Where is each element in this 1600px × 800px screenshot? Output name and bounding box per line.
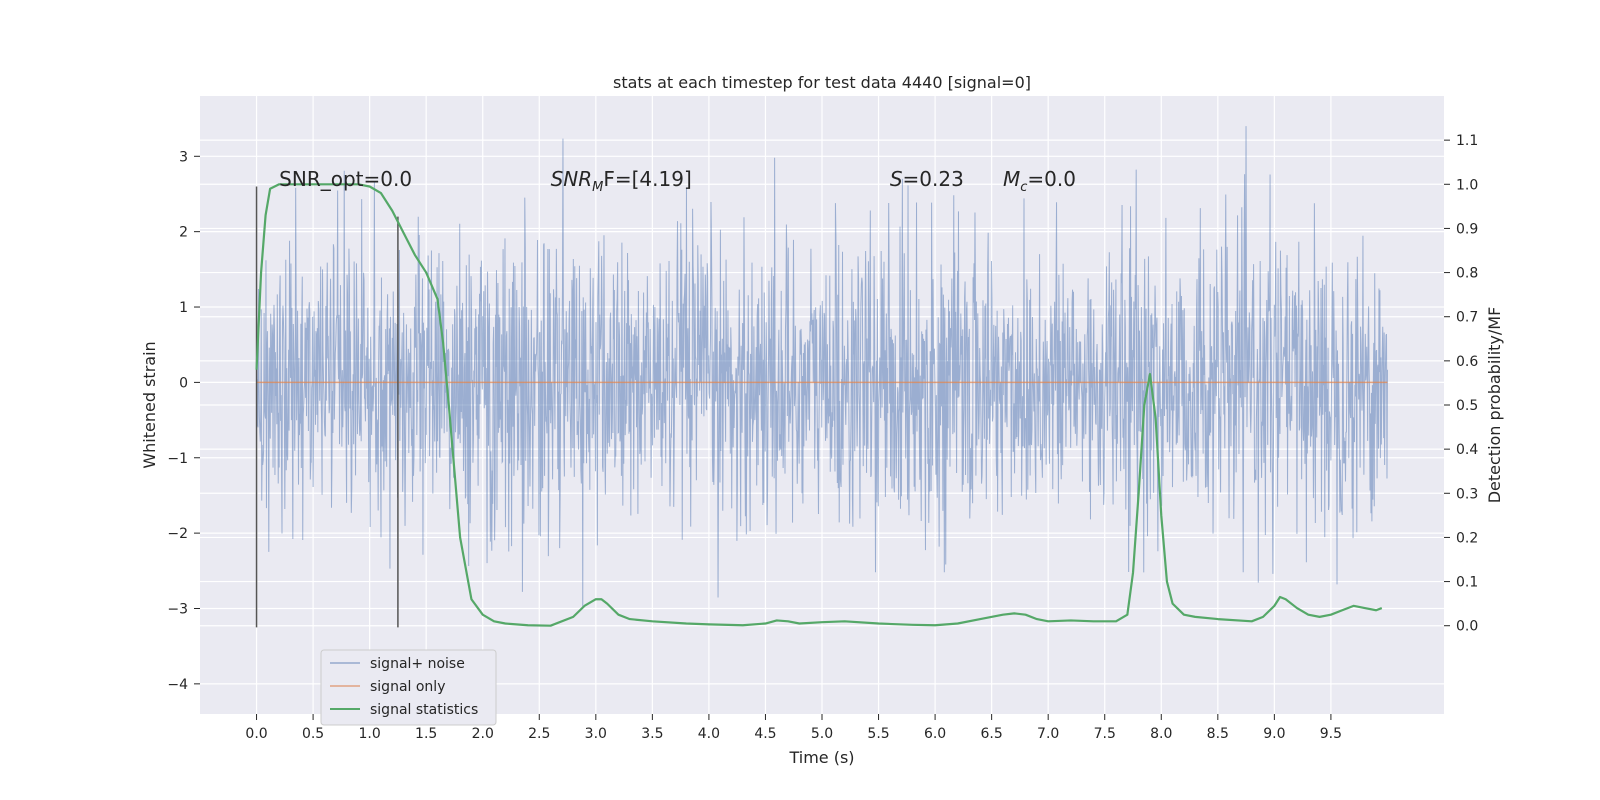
x-tick-label: 7.5 [1094,726,1116,742]
x-tick-label: 0.0 [245,726,267,742]
x-tick-label: 3.0 [585,726,607,742]
legend-label-signal-statistics: signal statistics [370,702,478,718]
annotation-text: S=0.23 [890,167,964,191]
y-right-tick-label: 0.1 [1456,575,1478,591]
x-axis-label: Time (s) [788,748,854,767]
x-tick-label: 8.5 [1207,726,1229,742]
y-right-tick-label: 0.7 [1456,310,1478,326]
vertical-markers [255,186,399,628]
x-tick-label: 2.5 [528,726,550,742]
x-tick-label: 7.0 [1037,726,1059,742]
annotation-text: Mc=0.0 [1003,167,1076,195]
x-tick-label: 4.5 [754,726,776,742]
y-tick-label: 1 [179,300,188,316]
y-tick-label: −3 [167,601,188,617]
annotation-text: SNRMF=[4.19] [551,167,692,195]
y-axis-ticks: 3 2 1 0 −1 −2 −3 −4 [167,149,200,693]
y-right-tick-label: 1.1 [1456,133,1478,149]
x-tick-label: 1.0 [359,726,381,742]
y-right-tick-label: 0.8 [1456,266,1478,282]
x-tick-label: 8.0 [1150,726,1172,742]
y-tick-label: −4 [167,677,188,693]
annotations: SNR_opt=0.0 SNRMF=[4.19] S=0.23 Mc=0.0 [279,167,1076,195]
legend-label-signal-noise: signal+ noise [370,656,465,672]
y-right-tick-label: 0.2 [1456,530,1478,546]
x-tick-label: 6.0 [924,726,946,742]
annotation-text: SNR_opt=0.0 [279,167,412,191]
x-tick-label: 4.0 [698,726,720,742]
y-right-tick-label: 1.0 [1456,177,1478,193]
y-axis-right-label: Detection probability/MF [1485,307,1504,504]
x-axis-ticks: 0.0 0.5 1.0 1.5 2.0 2.5 3.0 3.5 4.0 4.5 5.0 5.5 6.0 6… [245,714,1342,742]
x-tick-label: 9.0 [1263,726,1285,742]
y-tick-label: −1 [167,451,188,467]
x-tick-label: 6.5 [981,726,1003,742]
y-right-tick-label: 0.3 [1456,486,1478,502]
y-tick-label: 3 [179,149,188,165]
signal-statistics-series [255,183,1383,627]
y-tick-label: −2 [167,526,188,542]
x-tick-label: 2.0 [472,726,494,742]
y-tick-label: 2 [179,225,188,241]
legend-box [320,649,497,726]
y-right-tick-label: 0.0 [1456,619,1478,635]
y-right-tick-label: 0.5 [1456,398,1478,414]
x-tick-label: 5.0 [811,726,833,742]
y-right-tick-label: 0.4 [1456,442,1478,458]
y-tick-label: 0 [179,375,188,391]
x-tick-label: 5.5 [867,726,889,742]
y-right-tick-label: 0.6 [1456,354,1478,370]
x-tick-label: 3.5 [641,726,663,742]
x-tick-label: 9.5 [1320,726,1342,742]
signal-statistics-line [255,183,1383,627]
x-tick-label: 1.5 [415,726,437,742]
signal-noise-series [256,126,1388,608]
legend-label-signal-only: signal only [370,679,445,695]
chart-title: stats at each timestep for test data 444… [613,73,1031,92]
signal-noise-line [256,126,1388,608]
y-axis-right-ticks: 1.1 1.0 0.9 0.8 0.7 0.6 0.5 0.4 0.3 0.2 0.1 0.0 [1444,133,1478,635]
x-tick-label: 0.5 [302,726,324,742]
y-right-tick-label: 0.9 [1456,221,1478,237]
y-axis-label: Whitened strain [140,341,159,468]
legend: signal+ noise signal only signal statist… [320,649,497,726]
